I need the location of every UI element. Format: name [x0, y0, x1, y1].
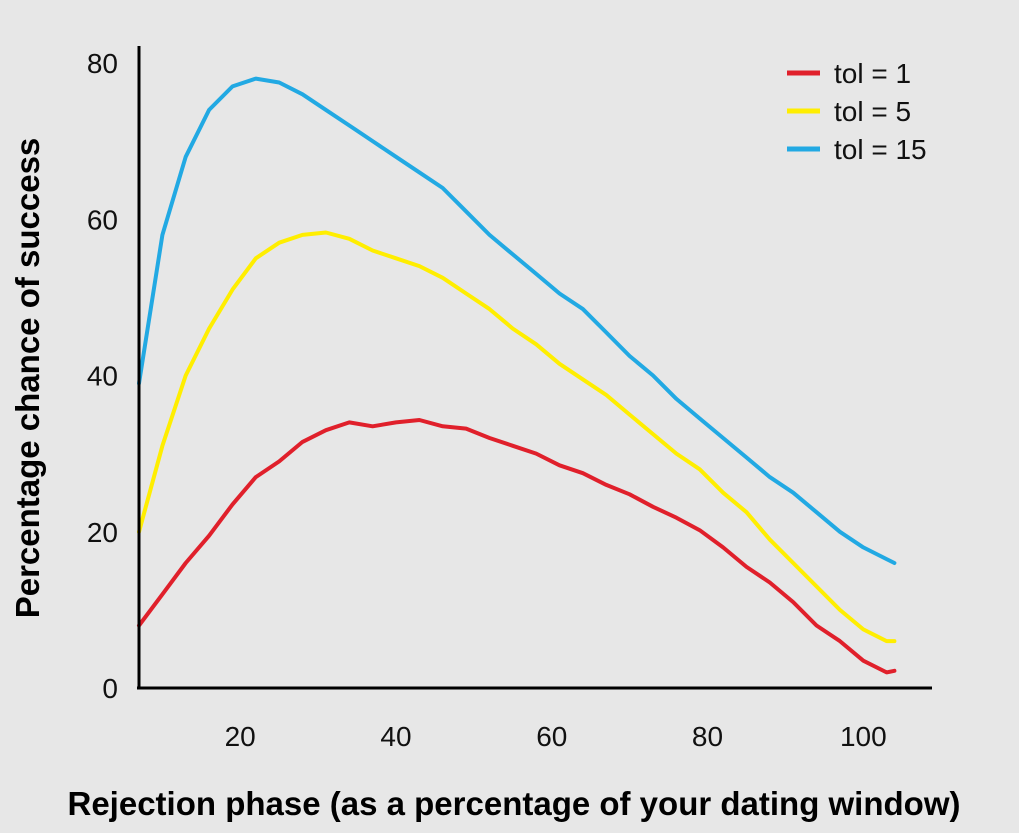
x-tick-label: 40 — [380, 721, 411, 752]
y-tick-label: 60 — [87, 204, 118, 235]
legend-label: tol = 15 — [834, 134, 927, 165]
legend: tol = 1 tol = 5 tol = 15 — [787, 58, 927, 165]
x-tick-label: 80 — [692, 721, 723, 752]
series-line-1 — [137, 418, 897, 675]
x-tick-labels: 20 40 60 80 100 — [225, 721, 887, 752]
y-tick-labels: 0 20 40 60 80 — [87, 48, 118, 704]
x-tick-label: 60 — [536, 721, 567, 752]
x-axis-title: Rejection phase (as a percentage of your… — [68, 785, 961, 822]
legend-label: tol = 1 — [834, 58, 911, 89]
y-tick-label: 80 — [87, 48, 118, 79]
y-tick-label: 40 — [87, 361, 118, 392]
y-tick-label: 20 — [87, 517, 118, 548]
series-line-2 — [137, 230, 897, 644]
series-line-3 — [137, 76, 897, 565]
axes — [137, 46, 932, 690]
series-lines — [137, 76, 897, 675]
x-tick-label: 20 — [225, 721, 256, 752]
y-axis-title: Percentage chance of success — [9, 138, 46, 619]
legend-label: tol = 5 — [834, 96, 911, 127]
x-tick-label: 100 — [840, 721, 887, 752]
y-tick-label: 0 — [102, 673, 118, 704]
